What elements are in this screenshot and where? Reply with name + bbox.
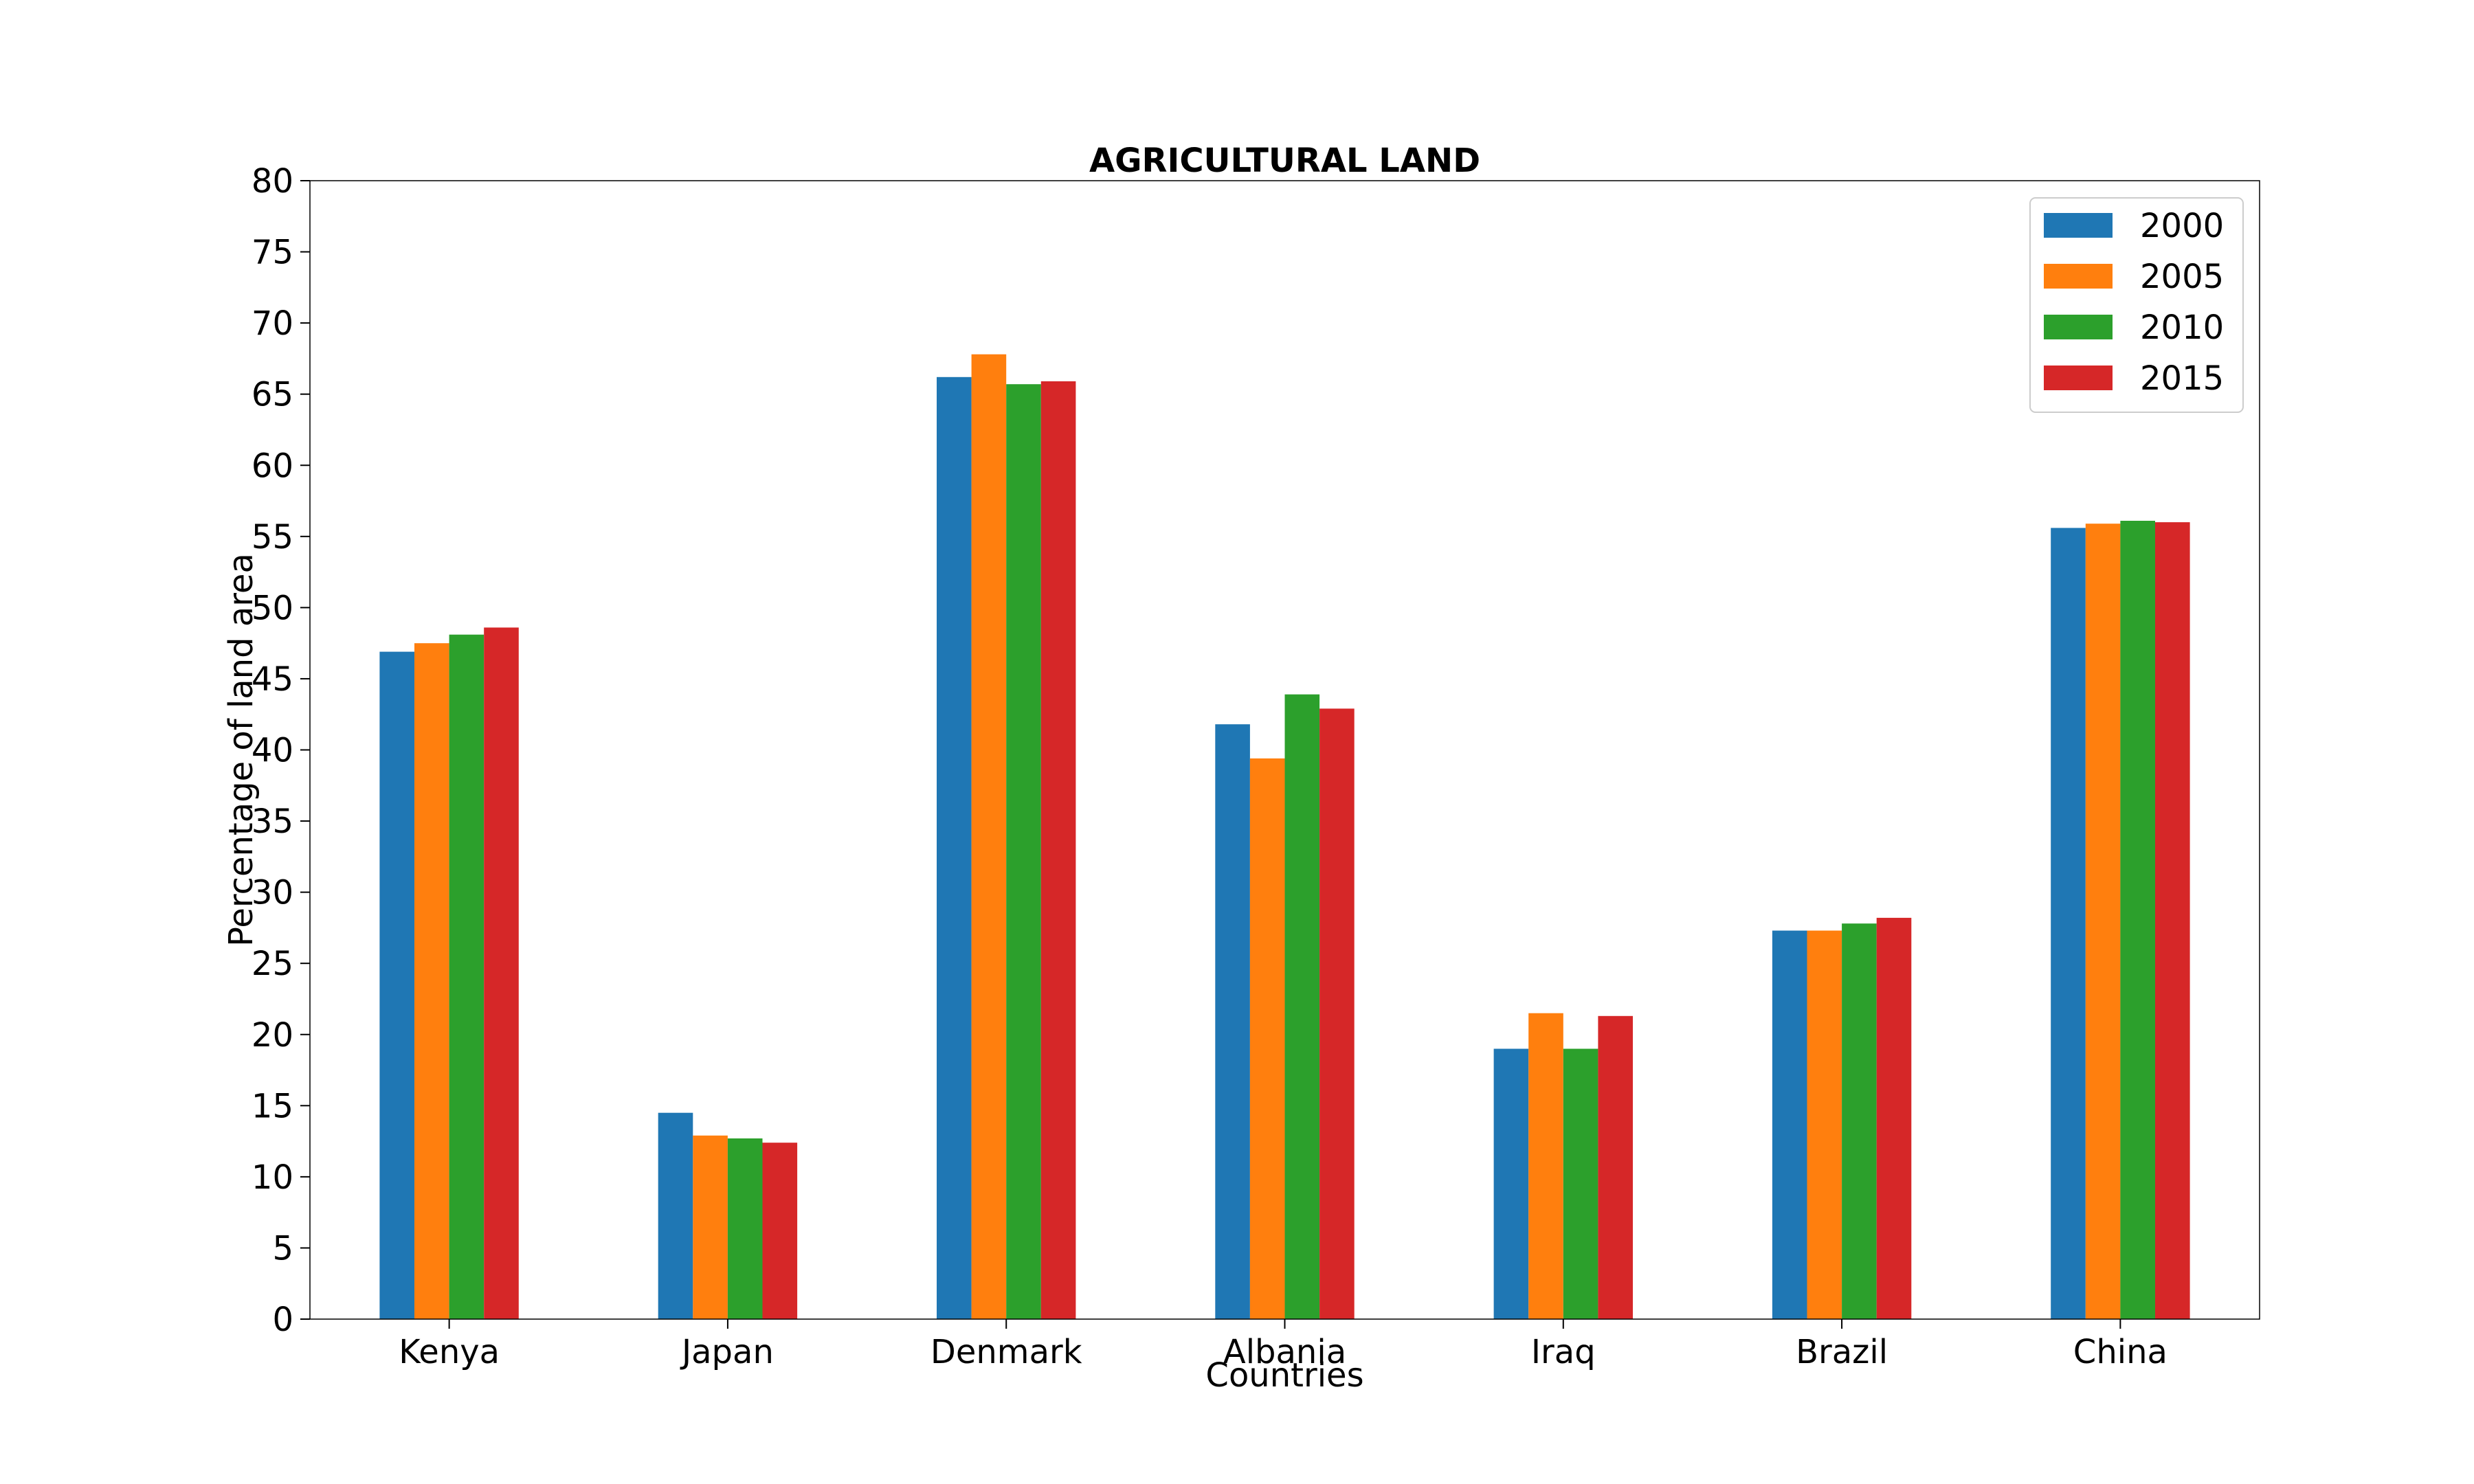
y-tick-label: 50 xyxy=(252,589,293,627)
legend-swatch-2005 xyxy=(2044,264,2113,289)
x-tick-label: Albania xyxy=(1223,1333,1346,1371)
y-tick-label: 20 xyxy=(252,1016,293,1055)
legend-label-2015: 2015 xyxy=(2140,359,2224,398)
bar-japan-2000 xyxy=(658,1112,693,1319)
y-tick-label: 15 xyxy=(252,1087,293,1125)
bar-albania-2010 xyxy=(1284,694,1320,1319)
y-tick-label: 25 xyxy=(252,945,293,983)
y-tick-label: 70 xyxy=(252,304,293,343)
y-tick-label: 5 xyxy=(272,1229,293,1268)
legend-box xyxy=(2029,197,2244,413)
legend-label-2010: 2010 xyxy=(2140,308,2224,347)
bar-denmark-2005 xyxy=(971,354,1007,1320)
legend-label-2005: 2005 xyxy=(2140,258,2224,296)
bar-china-2010 xyxy=(2120,521,2155,1319)
bar-kenya-2010 xyxy=(449,634,484,1319)
y-tick-label: 45 xyxy=(252,660,293,699)
y-axis-label: Percentage of land area xyxy=(222,553,260,947)
bar-china-2015 xyxy=(2155,522,2190,1319)
bar-denmark-2000 xyxy=(937,376,972,1319)
y-tick-label: 0 xyxy=(272,1301,293,1339)
y-tick-label: 30 xyxy=(252,874,293,912)
bar-japan-2010 xyxy=(727,1138,763,1319)
bar-brazil-2005 xyxy=(1807,930,1842,1319)
y-tick-label: 35 xyxy=(252,802,293,841)
bar-iraq-2000 xyxy=(1493,1048,1529,1319)
bar-albania-2005 xyxy=(1249,758,1285,1319)
legend-label-2000: 2000 xyxy=(2140,207,2224,245)
legend-swatch-2010 xyxy=(2044,315,2113,339)
bar-china-2005 xyxy=(2085,524,2121,1320)
x-tick-label: Japan xyxy=(680,1333,774,1371)
bar-japan-2005 xyxy=(693,1135,728,1319)
bar-iraq-2005 xyxy=(1528,1013,1563,1319)
bar-denmark-2015 xyxy=(1040,381,1076,1319)
bar-brazil-2015 xyxy=(1876,917,1912,1319)
bar-kenya-2000 xyxy=(379,651,414,1319)
bar-denmark-2010 xyxy=(1006,384,1041,1320)
y-tick-label: 75 xyxy=(252,234,293,272)
bar-brazil-2010 xyxy=(1842,923,1877,1319)
x-tick-label: Kenya xyxy=(399,1333,500,1371)
y-tick-label: 10 xyxy=(252,1158,293,1197)
y-tick-label: 65 xyxy=(252,376,293,414)
x-axis-label: Countries xyxy=(1205,1356,1363,1395)
legend-swatch-2000 xyxy=(2044,213,2113,238)
bar-iraq-2010 xyxy=(1563,1048,1598,1319)
y-tick-label: 80 xyxy=(252,162,293,201)
y-tick-label: 55 xyxy=(252,518,293,556)
bar-kenya-2015 xyxy=(484,627,519,1319)
x-tick-label: Iraq xyxy=(1531,1333,1596,1371)
y-tick-label: 60 xyxy=(252,447,293,485)
x-tick-label: Denmark xyxy=(930,1333,1082,1371)
x-tick-label: Brazil xyxy=(1796,1333,1888,1371)
chart-title: AGRICULTURAL LAND xyxy=(1089,142,1480,180)
legend-swatch-2015 xyxy=(2044,366,2113,390)
bar-albania-2000 xyxy=(1215,724,1250,1319)
bar-japan-2015 xyxy=(762,1143,798,1319)
bar-china-2000 xyxy=(2051,528,2086,1319)
y-tick-label: 40 xyxy=(252,732,293,770)
bar-brazil-2000 xyxy=(1772,930,1807,1319)
x-tick-label: China xyxy=(2073,1333,2167,1371)
bar-iraq-2015 xyxy=(1598,1015,1633,1319)
bar-albania-2015 xyxy=(1319,708,1355,1319)
bar-kenya-2005 xyxy=(414,643,449,1319)
